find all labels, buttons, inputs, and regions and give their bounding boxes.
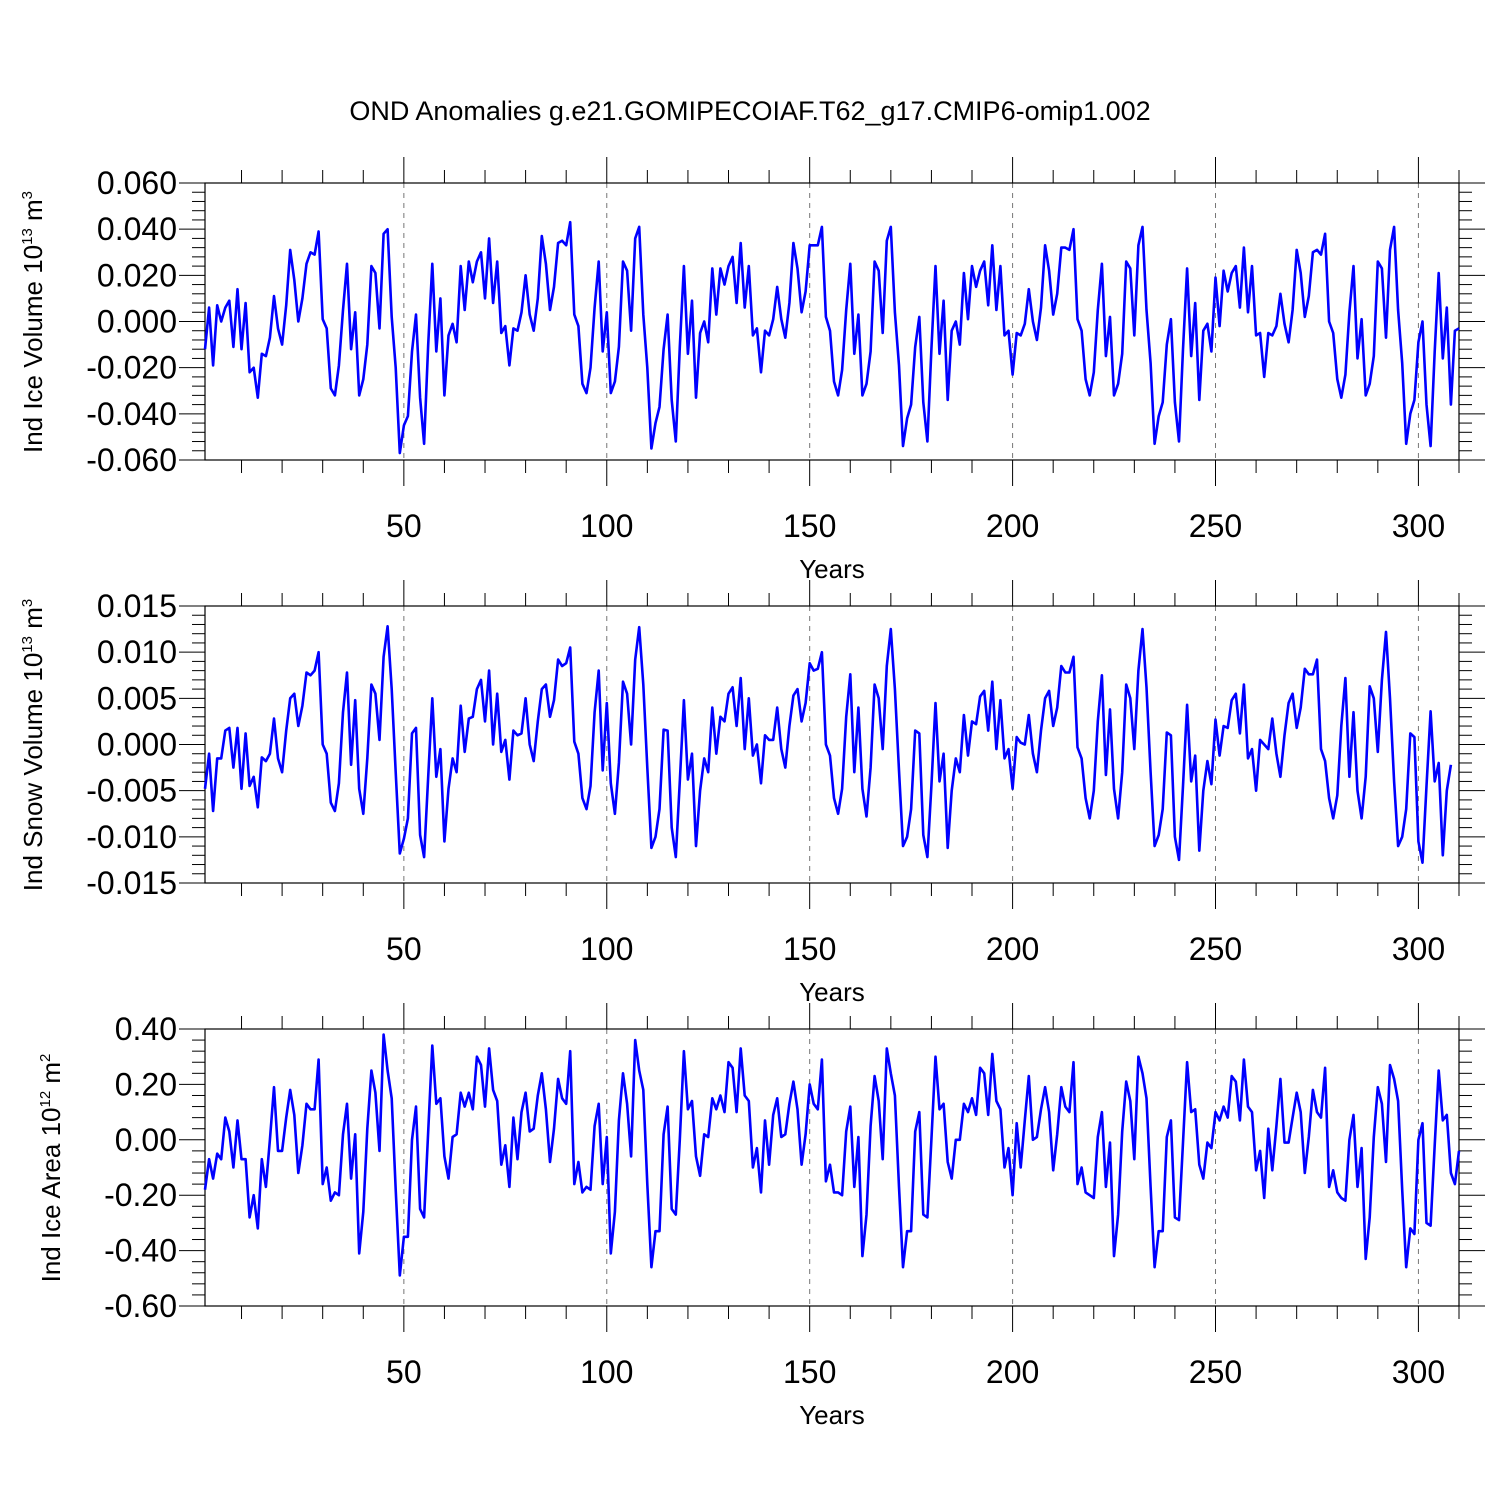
snow-volume-xtick-label: 200 bbox=[986, 931, 1039, 967]
snow-volume-xtick-label: 150 bbox=[783, 931, 836, 967]
snow-volume-y-axis-label: Ind Snow Volume 1013 m3 bbox=[18, 599, 48, 891]
ice-area-ytick-label: 0.40 bbox=[115, 1011, 177, 1047]
snow-volume-x-axis-label: Years bbox=[799, 977, 865, 1007]
snow-volume-ytick-label: -0.005 bbox=[86, 773, 177, 809]
figure-title: OND Anomalies g.e21.GOMIPECOIAF.T62_g17.… bbox=[349, 96, 1150, 126]
ice-volume-ticks bbox=[179, 157, 1485, 486]
ice-volume-xtick-label: 250 bbox=[1189, 508, 1242, 544]
snow-volume-series-line bbox=[203, 624, 1453, 865]
ice-area-xtick-label: 50 bbox=[386, 1354, 422, 1390]
ice-area-ytick-label: -0.40 bbox=[104, 1233, 177, 1269]
snow-volume-xtick-label: 100 bbox=[580, 931, 633, 967]
ice-volume-ytick-label: 0.060 bbox=[97, 165, 177, 201]
ice-volume-ytick-label: -0.040 bbox=[86, 396, 177, 432]
snow-volume-ytick-label: 0.010 bbox=[97, 634, 177, 670]
ice-area-ytick-label: 0.20 bbox=[115, 1066, 177, 1102]
ice-volume-ytick-label: -0.060 bbox=[86, 442, 177, 478]
ice-area-ytick-label: -0.20 bbox=[104, 1177, 177, 1213]
panel-ice-area: Ind Ice Area 1012 m2 Years 50 100 150 200 25… bbox=[36, 1003, 1485, 1430]
ice-volume-ytick-label: -0.020 bbox=[86, 350, 177, 386]
panel-snow-volume: Ind Snow Volume 1013 m3 Years 50 100 150 20… bbox=[18, 580, 1485, 1007]
snow-volume-xtick-label: 50 bbox=[386, 931, 422, 967]
ice-volume-ytick-label: 0.000 bbox=[97, 304, 177, 340]
ice-volume-xtick-label: 50 bbox=[386, 508, 422, 544]
snow-volume-xtick-label: 250 bbox=[1189, 931, 1242, 967]
snow-volume-ytick-label: -0.010 bbox=[86, 819, 177, 855]
ice-area-xtick-label: 200 bbox=[986, 1354, 1039, 1390]
snow-volume-ytick-label: 0.000 bbox=[97, 727, 177, 763]
ice-volume-ytick-label: 0.020 bbox=[97, 257, 177, 293]
ice-area-plot-frame bbox=[204, 1028, 1460, 1307]
ice-area-y-axis-label: Ind Ice Area 1012 m2 bbox=[36, 1054, 66, 1283]
ice-area-xtick-label: 300 bbox=[1392, 1354, 1445, 1390]
ice-area-xtick-label: 150 bbox=[783, 1354, 836, 1390]
ice-area-xtick-label: 250 bbox=[1189, 1354, 1242, 1390]
ice-area-ticks bbox=[179, 1003, 1485, 1332]
snow-volume-ytick-label: 0.005 bbox=[97, 680, 177, 716]
ice-volume-plot-frame bbox=[204, 182, 1460, 461]
snow-volume-plot-frame bbox=[204, 605, 1460, 884]
ice-area-ytick-label: -0.60 bbox=[104, 1288, 177, 1324]
ice-area-series-line bbox=[203, 1033, 1461, 1277]
snow-volume-ytick-label: 0.015 bbox=[97, 588, 177, 624]
ice-area-x-axis-label: Years bbox=[799, 1400, 865, 1430]
ice-volume-x-axis-label: Years bbox=[799, 554, 865, 584]
ice-volume-ytick-label: 0.040 bbox=[97, 211, 177, 247]
ice-volume-xtick-label: 100 bbox=[580, 508, 633, 544]
ice-volume-y-axis-label: Ind Ice Volume 1013 m3 bbox=[18, 191, 48, 453]
ice-area-ytick-label: 0.00 bbox=[115, 1122, 177, 1158]
ice-volume-xtick-label: 150 bbox=[783, 508, 836, 544]
panel-ice-volume: Ind Ice Volume 1013 m3 Years 50 100 150 200… bbox=[18, 157, 1485, 584]
ice-area-xtick-label: 100 bbox=[580, 1354, 633, 1390]
ice-volume-series-line bbox=[203, 220, 1460, 455]
ice-volume-xtick-label: 300 bbox=[1392, 508, 1445, 544]
snow-volume-ticks bbox=[179, 580, 1485, 909]
snow-volume-xtick-label: 300 bbox=[1392, 931, 1445, 967]
snow-volume-ytick-label: -0.015 bbox=[86, 865, 177, 901]
ice-volume-xtick-label: 200 bbox=[986, 508, 1039, 544]
